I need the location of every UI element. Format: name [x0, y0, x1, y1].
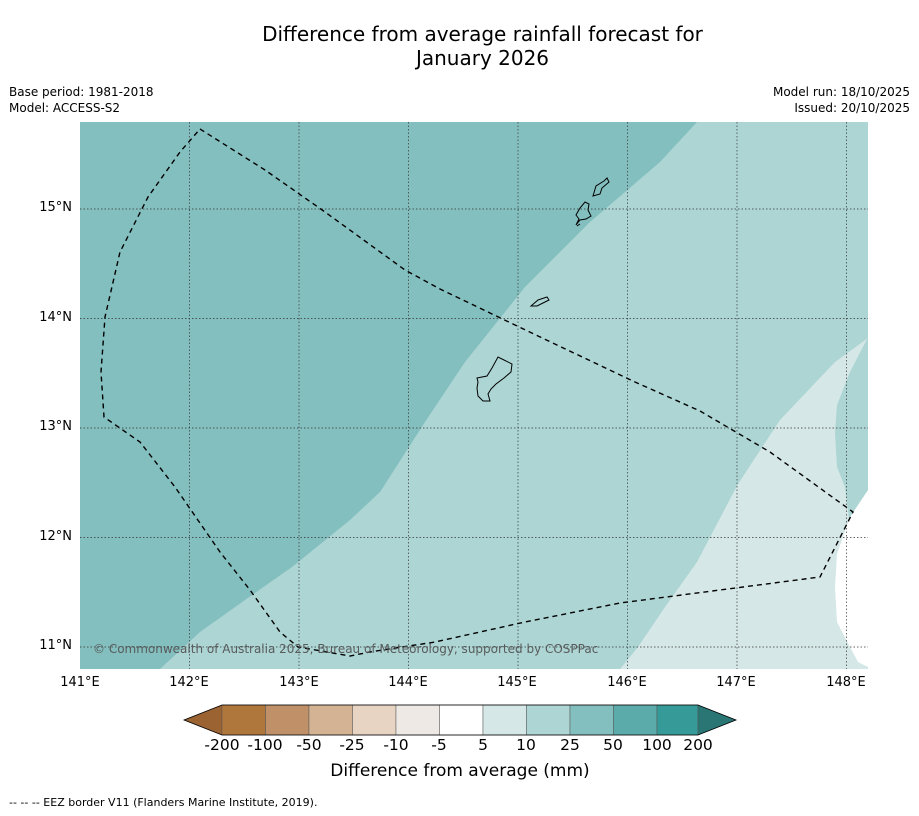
copyright-text: © Commonwealth of Australia 2025, Bureau…	[93, 642, 598, 656]
cb-tick-9: 25	[560, 736, 580, 754]
tinian-island	[575, 201, 592, 226]
lon-label-145: 145°E	[497, 675, 537, 690]
colorbar-bin-4	[352, 704, 397, 736]
cb-tick-11: 100	[642, 736, 672, 754]
meta-left: Base period: 1981-2018 Model: ACCESS-S2	[9, 84, 154, 116]
saipan-island	[592, 177, 610, 197]
colorbar-high-extend	[697, 704, 737, 736]
cb-tick-4: -25	[339, 736, 365, 754]
model-text: Model: ACCESS-S2	[9, 101, 121, 115]
lat-label-11: 11°N	[39, 638, 72, 653]
lon-label-141: 141°E	[60, 675, 100, 690]
eez-footnote: -- -- -- EEZ border V11 (Flanders Marine…	[9, 796, 318, 809]
cb-tick-10: 50	[603, 736, 623, 754]
colorbar-title: Difference from average (mm)	[330, 761, 590, 781]
lat-label-14: 14°N	[39, 310, 72, 325]
chart-title: Difference from average rainfall forecas…	[0, 22, 919, 70]
base-period-text: Base period: 1981-2018	[9, 85, 154, 99]
zone-25-50	[80, 122, 697, 669]
cb-tick-6: -5	[431, 736, 447, 754]
colorbar-bin-5	[395, 704, 440, 736]
lon-label-144: 144°E	[388, 675, 428, 690]
issued-text: Issued: 20/10/2025	[794, 101, 910, 115]
colorbar-low-extend	[183, 704, 223, 736]
cb-tick-2: -100	[247, 736, 283, 754]
aguijan-islet	[576, 223, 581, 227]
zone-5-10	[620, 337, 868, 669]
eez-border	[100, 128, 854, 657]
title-line-2: January 2026	[415, 46, 550, 70]
cb-tick-8: 10	[516, 736, 536, 754]
lon-label-146: 146°E	[607, 675, 647, 690]
colorbar-bin-11	[656, 704, 699, 736]
colorbar-bin-2	[265, 704, 310, 736]
colorbar	[182, 704, 738, 736]
lat-label-13: 13°N	[39, 419, 72, 434]
lon-label-142: 142°E	[169, 675, 209, 690]
zone-neutral	[835, 490, 868, 667]
colorbar-bin-6	[439, 704, 484, 736]
colorbar-bin-3	[308, 704, 353, 736]
colorbar-bin-1	[221, 704, 266, 736]
cb-tick-1: -200	[204, 736, 240, 754]
cb-tick-3: -50	[296, 736, 322, 754]
colorbar-bin-10	[613, 704, 658, 736]
lat-label-12: 12°N	[39, 529, 72, 544]
cb-tick-5: -10	[383, 736, 409, 754]
rainfall-map: © Commonwealth of Australia 2025, Bureau…	[80, 122, 868, 669]
colorbar-bin-9	[569, 704, 614, 736]
rota-island	[529, 296, 550, 307]
lon-label-148: 148°E	[826, 675, 866, 690]
cb-tick-12: 200	[683, 736, 713, 754]
guam-island	[476, 356, 513, 402]
colorbar-bin-8	[526, 704, 571, 736]
meta-right: Model run: 18/10/2025 Issued: 20/10/2025	[773, 84, 910, 116]
colorbar-outline	[182, 704, 738, 736]
cb-tick-7: 5	[478, 736, 488, 754]
colorbar-bin-7	[482, 704, 527, 736]
model-run-text: Model run: 18/10/2025	[772, 85, 910, 99]
graticule	[80, 122, 868, 669]
lon-label-143: 143°E	[279, 675, 319, 690]
lon-label-147: 147°E	[716, 675, 756, 690]
lat-label-15: 15°N	[39, 200, 72, 215]
title-line-1: Difference from average rainfall forecas…	[262, 22, 703, 46]
